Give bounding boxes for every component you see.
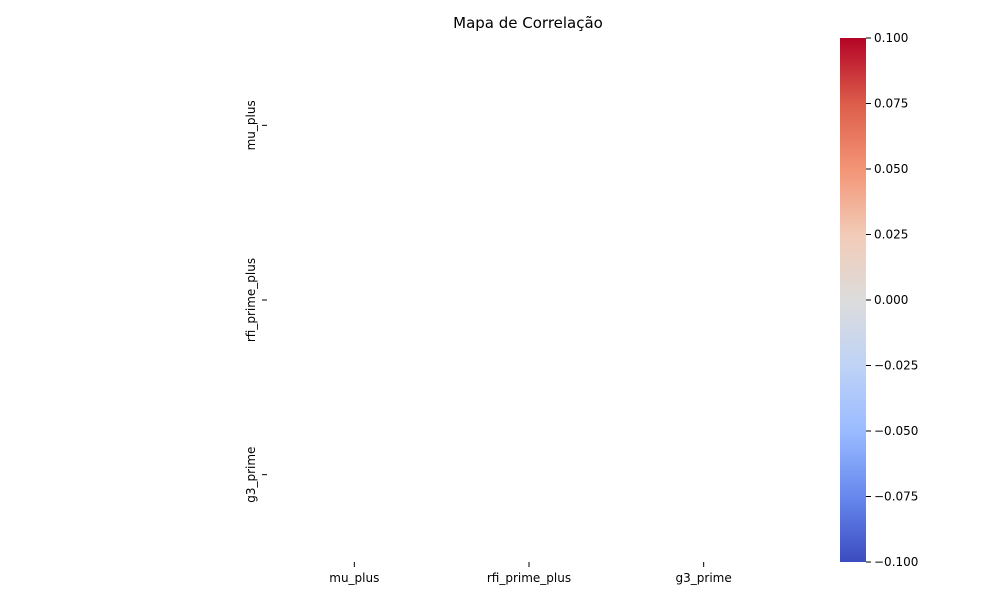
chart-title: Mapa de Correlação	[453, 14, 603, 32]
colorbar-tick-label: −0.050	[874, 424, 918, 438]
colorbar-tick-label: −0.100	[874, 555, 918, 569]
colorbar-tick-label: 0.050	[874, 162, 908, 176]
colorbar-tick-label: 0.000	[874, 293, 908, 307]
x-tick-label: mu_plus	[329, 571, 379, 585]
x-tick-label: rfi_prime_plus	[487, 571, 571, 585]
colorbar-tick-label: 0.075	[874, 97, 908, 111]
colorbar-axis: 0.100 0.075 0.050 0.025 0.000 −0.025 −0.050 −0.…	[866, 31, 918, 569]
y-tick-label: rfi_prime_plus	[244, 258, 258, 342]
colorbar-tick-label: 0.100	[874, 31, 908, 45]
y-tick-label: g3_prime	[244, 447, 258, 503]
colorbar-tick-label: −0.025	[874, 359, 918, 373]
x-axis: mu_plus rfi_prime_plus g3_prime	[329, 562, 732, 585]
y-tick-label: mu_plus	[244, 100, 258, 150]
colorbar-tick-label: −0.075	[874, 490, 918, 504]
colorbar	[840, 38, 866, 562]
x-tick-label: g3_prime	[676, 571, 732, 585]
y-axis: mu_plus rfi_prime_plus g3_prime	[244, 100, 267, 503]
colorbar-tick-label: 0.025	[874, 228, 908, 242]
